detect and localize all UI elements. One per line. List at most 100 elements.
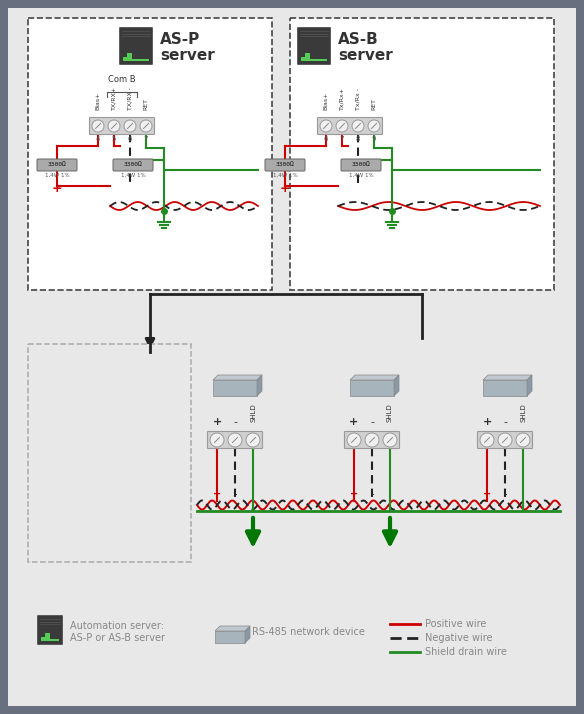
Circle shape [480,433,494,447]
Text: +: + [213,489,221,499]
Text: TX/RX+: TX/RX+ [112,86,116,110]
FancyBboxPatch shape [265,159,305,171]
Circle shape [365,433,379,447]
FancyBboxPatch shape [341,159,381,171]
Text: 1,4W 1%: 1,4W 1% [121,173,145,178]
Text: 1,4W 1%: 1,4W 1% [349,173,373,178]
Text: 3300Ω: 3300Ω [48,163,67,168]
Text: +: + [349,417,359,427]
Text: 5: 5 [112,136,116,142]
FancyBboxPatch shape [8,8,576,706]
Circle shape [516,433,530,447]
Text: SHLD: SHLD [250,403,256,422]
Text: +: + [52,182,62,195]
Circle shape [336,120,348,132]
Text: Bias+: Bias+ [324,91,328,110]
Text: Automation server:: Automation server: [70,621,164,631]
Text: RS-485 network device: RS-485 network device [252,627,365,637]
Circle shape [228,433,242,447]
Polygon shape [483,375,532,380]
Text: -: - [370,489,374,499]
FancyBboxPatch shape [113,159,153,171]
Text: 6: 6 [128,136,132,142]
Text: server: server [160,49,215,64]
Text: 3300Ω: 3300Ω [352,163,370,168]
Circle shape [498,433,512,447]
Polygon shape [213,375,262,380]
Text: 9: 9 [372,136,376,142]
Circle shape [246,433,260,447]
Text: Com B: Com B [108,75,136,84]
FancyBboxPatch shape [28,344,191,562]
FancyBboxPatch shape [478,431,533,448]
FancyBboxPatch shape [37,159,77,171]
Text: 8: 8 [356,136,360,142]
Polygon shape [245,626,250,643]
Text: 3300Ω: 3300Ω [124,163,142,168]
Text: +: + [482,417,492,427]
Polygon shape [257,375,262,396]
Text: server: server [338,49,393,64]
Text: AS-P: AS-P [160,33,200,48]
FancyBboxPatch shape [120,28,152,64]
Text: Negative wire: Negative wire [425,633,492,643]
Text: Positive wire: Positive wire [425,619,486,629]
Text: +: + [483,489,491,499]
Polygon shape [215,631,245,643]
FancyBboxPatch shape [37,615,62,645]
FancyBboxPatch shape [297,28,331,64]
Circle shape [352,120,364,132]
Text: 7: 7 [144,136,148,142]
Text: 7: 7 [340,136,344,142]
Circle shape [124,120,136,132]
Circle shape [320,120,332,132]
Text: Tx/Rx -: Tx/Rx - [356,88,360,110]
Polygon shape [527,375,532,396]
Text: +: + [213,417,221,427]
Circle shape [140,120,152,132]
Text: SHLD: SHLD [387,403,393,422]
Polygon shape [213,380,257,396]
Circle shape [368,120,380,132]
Text: -: - [233,489,237,499]
FancyBboxPatch shape [345,431,399,448]
Polygon shape [41,633,59,641]
Polygon shape [394,375,399,396]
FancyBboxPatch shape [207,431,262,448]
Text: 6: 6 [324,136,328,142]
Text: 4: 4 [96,136,100,142]
Circle shape [347,433,361,447]
Text: Bias+: Bias+ [96,91,100,110]
Circle shape [108,120,120,132]
Text: TX/RX -: TX/RX - [127,87,133,110]
Text: 3300Ω: 3300Ω [276,163,294,168]
Text: AS-P or AS-B server: AS-P or AS-B server [70,633,165,643]
Circle shape [383,433,397,447]
Polygon shape [215,626,250,631]
Circle shape [210,433,224,447]
Polygon shape [350,375,399,380]
Text: Shield drain wire: Shield drain wire [425,647,507,657]
Polygon shape [350,380,394,396]
Polygon shape [123,53,149,61]
Polygon shape [301,53,327,61]
FancyBboxPatch shape [290,18,554,290]
Text: AS-B: AS-B [338,33,379,48]
FancyBboxPatch shape [28,18,272,290]
Text: +: + [280,182,290,195]
Text: Tx/Rx+: Tx/Rx+ [339,87,345,110]
Text: 1,4W 1%: 1,4W 1% [273,173,297,178]
Text: RET: RET [371,98,377,110]
Text: -: - [503,417,507,427]
Text: -: - [503,489,507,499]
Text: -: - [233,417,237,427]
Text: 1,4W 1%: 1,4W 1% [45,173,69,178]
Text: -: - [370,417,374,427]
Text: +: + [350,489,358,499]
FancyBboxPatch shape [318,118,383,134]
FancyBboxPatch shape [89,118,155,134]
Polygon shape [483,380,527,396]
Circle shape [92,120,104,132]
Text: RET: RET [144,98,148,110]
Text: SHLD: SHLD [520,403,526,422]
